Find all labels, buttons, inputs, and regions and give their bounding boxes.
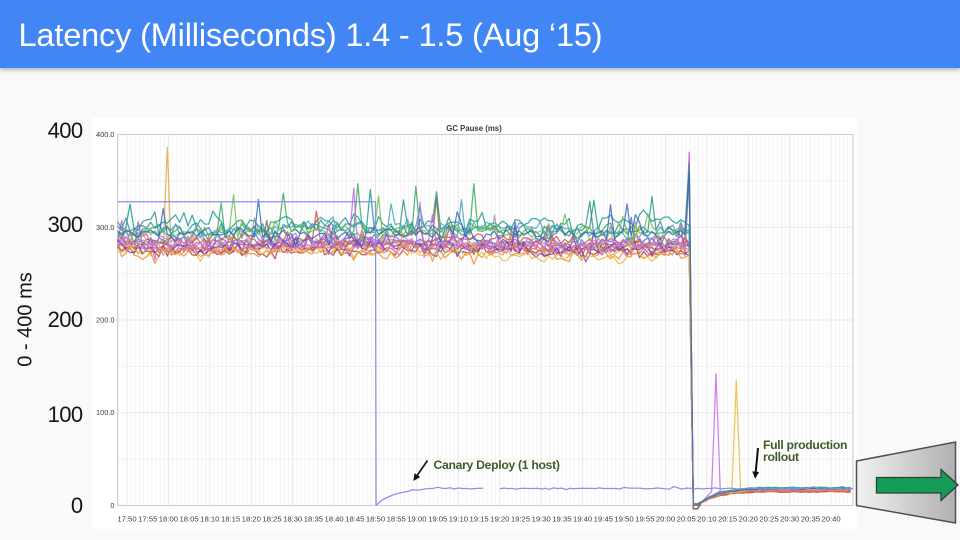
- svg-text:20:30: 20:30: [780, 515, 799, 524]
- svg-text:20:15: 20:15: [718, 515, 737, 524]
- svg-text:19:55: 19:55: [635, 515, 654, 524]
- svg-text:GC Pause (ms): GC Pause (ms): [446, 124, 502, 133]
- svg-text:18:45: 18:45: [345, 515, 364, 524]
- svg-text:300.0: 300.0: [96, 223, 115, 232]
- svg-text:18:40: 18:40: [324, 515, 343, 524]
- svg-text:19:45: 19:45: [594, 515, 613, 524]
- svg-text:18:35: 18:35: [304, 515, 323, 524]
- svg-text:18:50: 18:50: [366, 515, 385, 524]
- svg-text:18:00: 18:00: [159, 515, 178, 524]
- svg-text:20:25: 20:25: [759, 515, 778, 524]
- svg-text:17:55: 17:55: [138, 515, 157, 524]
- svg-text:200.0: 200.0: [96, 316, 115, 325]
- svg-text:18:15: 18:15: [221, 515, 240, 524]
- svg-text:19:05: 19:05: [428, 515, 447, 524]
- svg-text:18:30: 18:30: [283, 515, 302, 524]
- svg-text:19:10: 19:10: [449, 515, 468, 524]
- svg-text:18:25: 18:25: [262, 515, 281, 524]
- svg-text:20:00: 20:00: [656, 515, 675, 524]
- svg-text:19:35: 19:35: [552, 515, 571, 524]
- svg-text:19:15: 19:15: [469, 515, 488, 524]
- svg-text:18:05: 18:05: [179, 515, 198, 524]
- svg-text:20:10: 20:10: [697, 515, 716, 524]
- svg-text:20:20: 20:20: [739, 515, 758, 524]
- svg-text:0: 0: [110, 501, 114, 510]
- svg-text:18:55: 18:55: [387, 515, 406, 524]
- svg-text:20:05: 20:05: [677, 515, 696, 524]
- svg-text:19:25: 19:25: [511, 515, 530, 524]
- svg-text:20:35: 20:35: [801, 515, 820, 524]
- svg-text:17:50: 17:50: [117, 515, 136, 524]
- svg-text:20:40: 20:40: [821, 515, 840, 524]
- svg-text:18:20: 18:20: [242, 515, 261, 524]
- svg-text:19:50: 19:50: [614, 515, 633, 524]
- svg-text:19:20: 19:20: [490, 515, 509, 524]
- svg-text:18:10: 18:10: [200, 515, 219, 524]
- svg-text:19:30: 19:30: [532, 515, 551, 524]
- svg-text:19:40: 19:40: [573, 515, 592, 524]
- svg-text:100.0: 100.0: [96, 408, 115, 417]
- svg-text:400.0: 400.0: [96, 130, 115, 139]
- svg-text:19:00: 19:00: [407, 515, 426, 524]
